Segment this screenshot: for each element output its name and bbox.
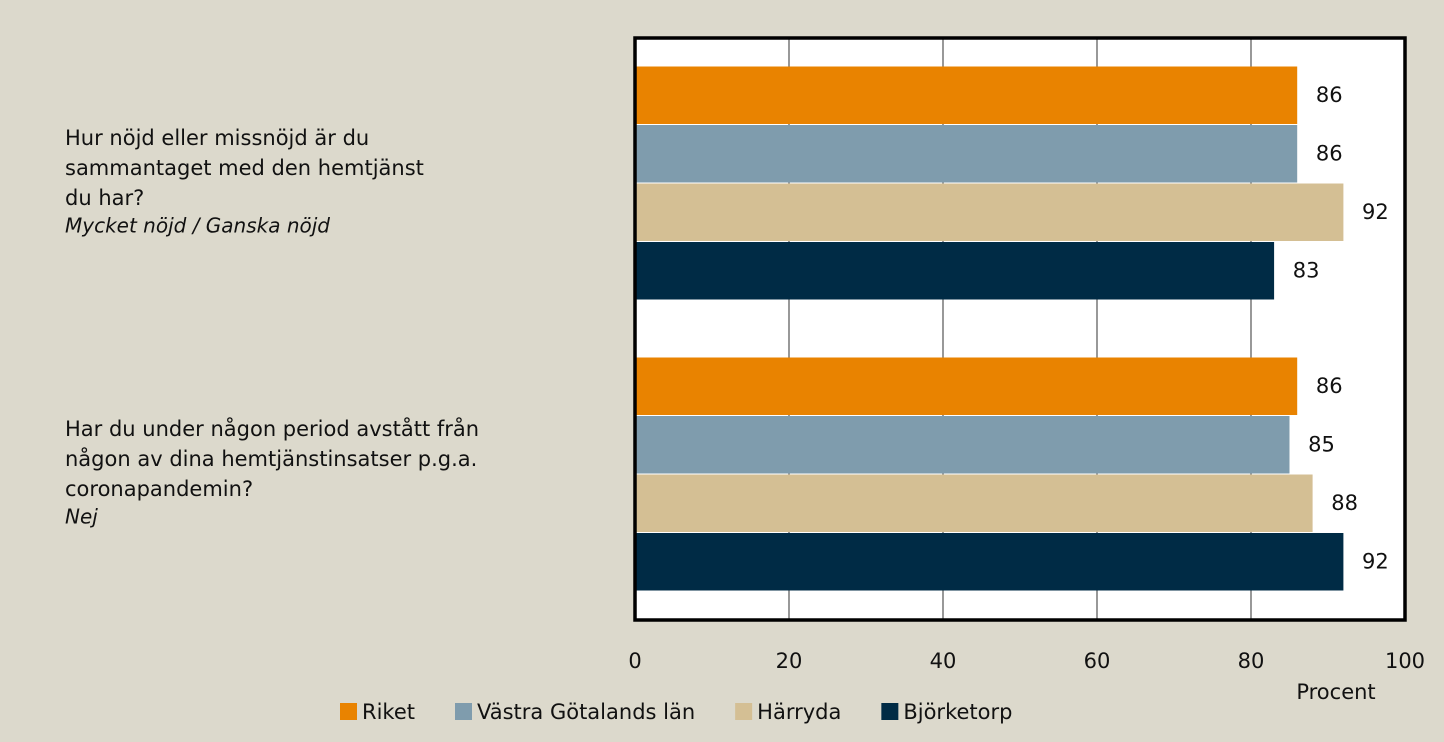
category-label: coronapandemin?	[65, 477, 253, 501]
legend-label: Björketorp	[903, 700, 1012, 724]
x-tick-label: 100	[1385, 649, 1425, 673]
legend-swatch	[881, 703, 899, 720]
category-label: du har?	[65, 186, 144, 210]
x-tick-label: 40	[930, 649, 957, 673]
x-tick-label: 0	[628, 649, 641, 673]
category-label: Har du under någon period avstått från	[65, 416, 479, 441]
x-tick-label: 20	[776, 649, 803, 673]
legend-swatch	[455, 703, 472, 720]
legend-label: Västra Götalands län	[477, 700, 695, 724]
value-label: 86	[1316, 141, 1343, 165]
category-label: sammantaget med den hemtjänst	[65, 156, 424, 180]
plot-frame	[633, 36, 1407, 622]
value-label: 88	[1331, 491, 1358, 515]
bar	[635, 66, 1298, 124]
x-tick-label: 80	[1238, 649, 1265, 673]
value-label: 92	[1362, 549, 1389, 573]
bar	[635, 242, 1275, 300]
category-note: Nej	[65, 505, 98, 529]
x-tick-label: 60	[1084, 649, 1111, 673]
category-label: någon av dina hemtjänstinsatser p.g.a.	[65, 446, 477, 471]
legend-swatch	[340, 703, 357, 720]
value-label: 83	[1293, 258, 1320, 282]
bar	[635, 416, 1290, 474]
legend-label: Härryda	[757, 700, 841, 724]
value-label: 86	[1316, 374, 1343, 398]
value-label: 92	[1362, 200, 1389, 224]
bar	[635, 183, 1344, 241]
legend-label: Riket	[362, 700, 415, 724]
category-label: Hur nöjd eller missnöjd är du	[65, 126, 369, 150]
bar	[635, 125, 1298, 183]
bar	[635, 357, 1298, 415]
category-note: Mycket nöjd / Ganska nöjd	[65, 214, 330, 238]
legend-swatch	[735, 703, 753, 720]
bar	[635, 533, 1344, 591]
value-label: 86	[1316, 83, 1343, 107]
value-label: 85	[1308, 432, 1335, 456]
x-axis-label: Procent	[1296, 680, 1375, 704]
bars	[635, 66, 1344, 591]
bar	[635, 474, 1313, 532]
